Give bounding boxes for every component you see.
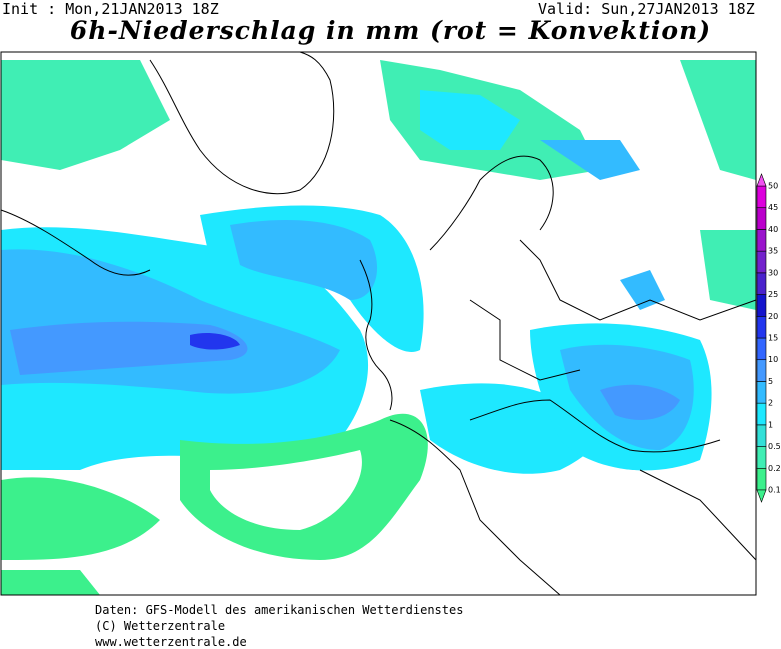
legend-swatch — [756, 229, 767, 252]
legend-label: 20 — [768, 312, 778, 321]
legend-label: 0.2 — [768, 464, 781, 473]
legend-label: 5 — [768, 377, 773, 386]
legend-label: 2 — [768, 399, 773, 408]
legend-swatch — [756, 424, 767, 447]
legend-swatch — [756, 381, 767, 404]
legend-label: 30 — [768, 268, 778, 277]
legend-label: 15 — [768, 334, 778, 343]
footer-line: (C) Wetterzentrale — [95, 619, 226, 633]
valid-time: Valid: Sun,27JAN2013 18Z — [538, 0, 755, 18]
legend-label: 0.5 — [768, 442, 781, 451]
map-title: 6h-Niederschlag in mm (rot = Konvektion) — [69, 16, 712, 45]
legend-label: 25 — [768, 290, 778, 299]
legend-label: 0.1 — [768, 486, 781, 495]
legend-swatch — [756, 467, 767, 491]
legend-swatch — [756, 250, 767, 274]
legend-swatch — [756, 315, 767, 339]
legend-swatch — [756, 173, 767, 187]
init-time: Init : Mon,21JAN2013 18Z — [2, 0, 219, 18]
footer-line: www.wetterzentrale.de — [95, 635, 247, 649]
legend-swatch — [756, 294, 767, 317]
legend-label: 1 — [768, 420, 773, 429]
legend-swatch — [756, 207, 767, 230]
legend-swatch — [756, 402, 767, 426]
legend-label: 10 — [768, 355, 778, 364]
legend-swatch — [756, 446, 767, 469]
legend-swatch — [756, 337, 767, 361]
map-area — [0, 51, 757, 596]
legend-label: 40 — [768, 225, 778, 234]
legend-label: 50 — [768, 182, 778, 191]
legend-label: 35 — [768, 247, 778, 256]
legend-swatch — [756, 489, 767, 503]
legend-swatch — [756, 272, 767, 295]
legend-swatch — [756, 185, 767, 209]
footer-line: Daten: GFS-Modell des amerikanischen Wet… — [95, 603, 464, 617]
legend-label: 45 — [768, 203, 778, 212]
legend-swatch — [756, 359, 767, 382]
